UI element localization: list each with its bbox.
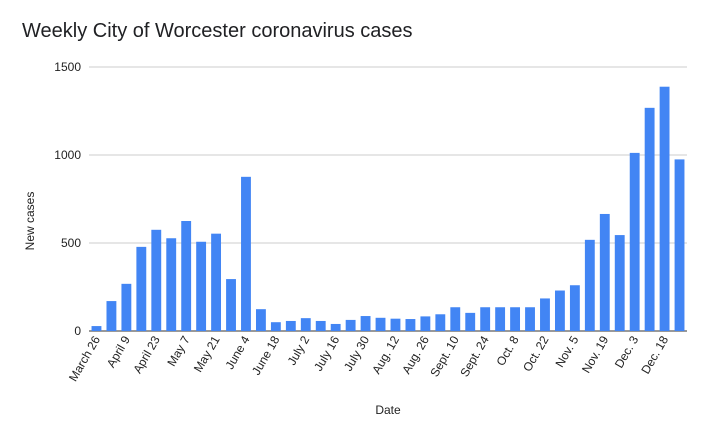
x-axis-label: Date (375, 403, 401, 417)
x-tick-label: June 18 (249, 333, 283, 377)
bar (345, 319, 356, 331)
x-tick-label: Aug. 12 (369, 333, 402, 376)
bar (450, 307, 461, 331)
bar (106, 301, 117, 331)
x-tick-label: June 4 (222, 333, 252, 371)
bar (584, 239, 595, 331)
bar (390, 318, 401, 331)
y-tick-label: 500 (61, 236, 81, 250)
bar (181, 221, 192, 331)
bar (136, 246, 147, 331)
bars (91, 86, 685, 331)
x-tick-label: April 9 (104, 333, 133, 370)
bar (255, 309, 266, 331)
bar (270, 322, 281, 331)
x-tick-label: Nov. 19 (579, 333, 612, 375)
bar (151, 229, 162, 331)
y-axis-label: New cases (23, 192, 37, 251)
bar (121, 283, 132, 331)
x-tick-label: Dec. 3 (612, 333, 642, 370)
bar (614, 235, 625, 331)
bar (330, 323, 341, 331)
x-tick-label: Dec. 18 (638, 333, 671, 376)
bar (315, 320, 326, 331)
bar (510, 307, 521, 331)
x-tick-label: May 7 (164, 333, 193, 369)
bar (241, 176, 251, 331)
x-tick-label: Sept. 24 (457, 333, 492, 379)
bar (375, 317, 386, 331)
bar (420, 316, 431, 331)
bar (91, 326, 102, 331)
bar (525, 307, 535, 331)
x-tick-label: April 23 (130, 333, 163, 376)
y-tick-label: 0 (74, 324, 81, 338)
bar (300, 318, 311, 331)
bar (480, 307, 491, 331)
x-tick-label: March 26 (66, 333, 103, 384)
bar (540, 298, 550, 331)
bar (569, 285, 580, 331)
x-tick-label: July 2 (285, 333, 313, 367)
bar (226, 279, 236, 331)
bar (629, 152, 640, 331)
x-tick-label: July 16 (311, 333, 342, 373)
bar (166, 238, 177, 331)
bar (435, 314, 446, 331)
bar (465, 312, 476, 331)
bar (495, 307, 506, 331)
bar (599, 213, 610, 331)
bar (644, 107, 655, 331)
x-tick-label: Oct. 22 (520, 333, 552, 374)
chart-title: Weekly City of Worcester coronavirus cas… (22, 20, 413, 42)
bar (196, 241, 207, 331)
bar (360, 316, 371, 331)
bar (285, 320, 296, 331)
gridlines (89, 66, 687, 332)
x-tick-label: July 30 (341, 333, 372, 373)
y-tick-label: 1000 (54, 148, 81, 162)
x-tick-label: Oct. 8 (494, 333, 522, 368)
bar (674, 159, 685, 331)
bar (554, 290, 565, 331)
x-tick-label: Nov. 5 (552, 333, 581, 370)
bar (659, 86, 670, 331)
bar (211, 233, 222, 331)
y-tick-label: 1500 (54, 60, 81, 74)
y-axis-ticks: 0 500 1000 1500 (54, 60, 81, 338)
x-tick-label: Aug. 26 (399, 333, 432, 376)
x-tick-label: May 21 (191, 333, 223, 374)
bar (405, 319, 416, 331)
